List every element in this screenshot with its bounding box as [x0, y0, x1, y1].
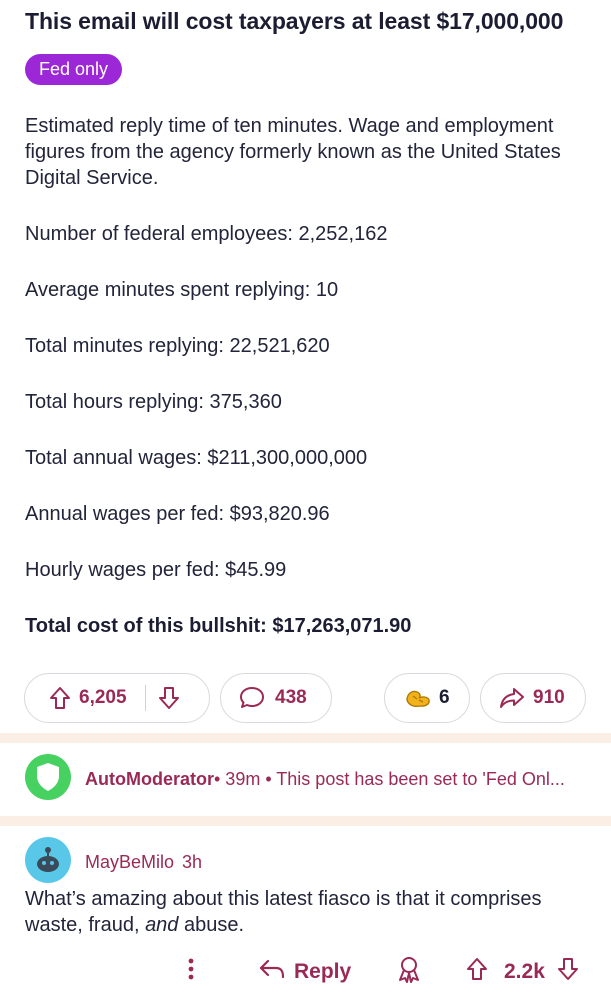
post-flair[interactable]: Fed only: [25, 54, 123, 85]
stat-line: Total hours replying: 375,360: [25, 391, 282, 413]
kebab-menu-icon: [186, 956, 196, 988]
comment-actions: Reply 2.2k: [0, 952, 611, 992]
stat-line: Hourly wages per fed: $45.99: [25, 559, 287, 581]
reply-button[interactable]: Reply: [258, 952, 351, 992]
downvote-icon[interactable]: [158, 686, 180, 710]
share-button[interactable]: 910: [480, 673, 586, 723]
vote-control: 6,205: [24, 673, 210, 723]
comment-count: 438: [275, 687, 307, 708]
comment-username[interactable]: MayBeMilo: [85, 851, 175, 872]
reply-label: Reply: [294, 960, 352, 983]
share-arrow-icon: [499, 686, 525, 710]
comment-text-part: What’s amazing about this latest fiasco …: [25, 888, 542, 936]
downvote-icon[interactable]: [557, 957, 579, 987]
award-count: 6: [439, 687, 450, 708]
award-button[interactable]: [396, 952, 422, 992]
more-options-button[interactable]: [186, 952, 196, 992]
snoo-avatar-icon[interactable]: [25, 836, 71, 888]
automod-meta: • 39m • This post has been set to 'Fed O…: [214, 768, 565, 789]
post-body: Estimated reply time of ten minutes. Wag…: [25, 113, 587, 639]
comment-vote-control: 2.2k: [466, 952, 579, 992]
shield-avatar-icon: [25, 754, 71, 804]
automod-username[interactable]: AutoModerator: [85, 768, 214, 789]
comment-vote-count: 2.2k: [504, 960, 545, 983]
award-ribbon-icon: [396, 955, 422, 989]
stat-total: Total cost of this bullshit: $17,263,071…: [25, 615, 412, 637]
comment-header: MayBeMilo 3h: [25, 836, 591, 884]
upvote-count: 6,205: [79, 687, 127, 708]
post-intro: Estimated reply time of ten minutes. Wag…: [25, 115, 561, 189]
awards-button[interactable]: 6: [384, 673, 470, 723]
upvote-icon[interactable]: [49, 686, 71, 710]
comment-text-part: abuse.: [178, 914, 245, 936]
comments-button[interactable]: 438: [220, 673, 332, 723]
stat-line: Annual wages per fed: $93,820.96: [25, 503, 330, 525]
post: This email will cost taxpayers at least …: [25, 8, 587, 639]
post-actions: 6,205 438 6 910: [24, 673, 587, 725]
comment-text: What’s amazing about this latest fiasco …: [25, 886, 591, 938]
automod-comment[interactable]: AutoModerator • 39m • This post has been…: [25, 754, 611, 804]
comment-time: 3h: [182, 851, 203, 872]
reply-arrow-icon: [258, 957, 286, 987]
section-divider: [0, 733, 611, 743]
award-hands-icon: [403, 686, 433, 710]
share-count: 910: [533, 687, 565, 708]
comment-bubble-icon: [239, 686, 265, 710]
upvote-icon[interactable]: [466, 957, 488, 987]
section-divider: [0, 816, 611, 826]
stat-line: Total annual wages: $211,300,000,000: [25, 447, 368, 469]
stat-line: Total minutes replying: 22,521,620: [25, 335, 330, 357]
comment-text-emphasis: and: [145, 914, 179, 936]
post-title: This email will cost taxpayers at least …: [25, 8, 564, 34]
stat-line: Average minutes spent replying: 10: [25, 279, 339, 301]
vote-separator: [144, 685, 146, 711]
stat-line: Number of federal employees: 2,252,162: [25, 223, 388, 245]
comment: MayBeMilo 3h What’s amazing about this l…: [25, 836, 591, 938]
